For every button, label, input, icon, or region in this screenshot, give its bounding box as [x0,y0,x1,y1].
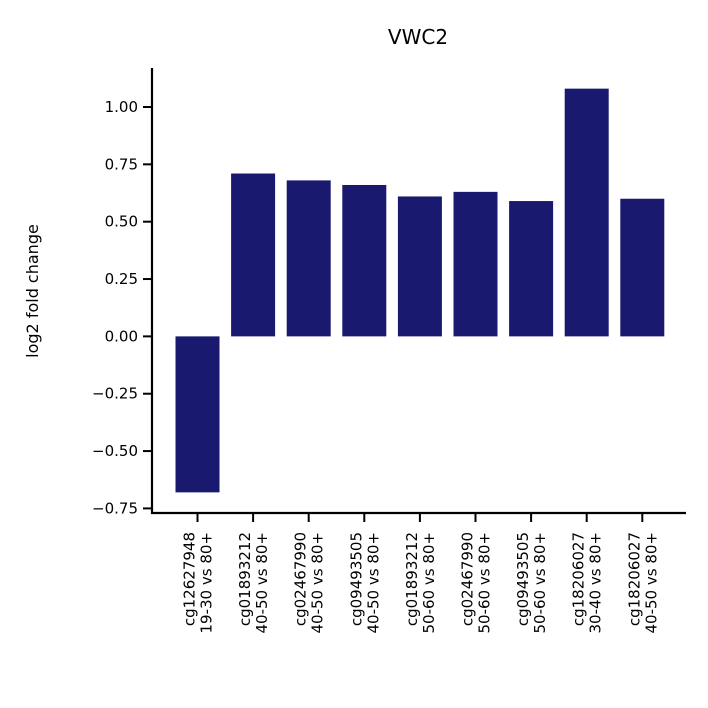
x-tick-label-line: 40-50 vs 80+ [642,532,660,633]
x-tick-label: cg02467990 50-60 vs 80+ [459,532,494,633]
bar [453,191,498,337]
bar [564,88,609,337]
y-tick-label: −0.75 [92,499,138,517]
x-tick-label: cg12627948 19-30 vs 80+ [181,532,216,633]
x-tick-label-line: 40-50 vs 80+ [253,532,271,633]
x-tick-label: cg01893212 40-50 vs 80+ [236,532,271,633]
x-tick-label-line: cg01893212 [403,532,421,626]
x-tick-label-line: cg12627948 [181,532,199,626]
bar [175,336,220,493]
y-tick-label: 0.00 [105,327,138,345]
x-tick-label-line: cg09493505 [347,532,365,626]
y-tick-label: 0.50 [105,213,138,231]
bar [397,196,442,337]
bar [509,201,554,337]
x-tick-label-line: cg18206027 [625,532,643,626]
x-tick-label: cg18206027 40-50 vs 80+ [625,532,660,633]
x-tick-label: cg09493505 40-50 vs 80+ [347,532,382,633]
chart-title: VWC2 [388,25,448,49]
bar [231,173,276,337]
x-tick-label-line: 40-50 vs 80+ [309,532,327,633]
x-tick-label-line: cg18206027 [570,532,588,626]
x-tick-label-line: 40-50 vs 80+ [364,532,382,633]
bars-group [175,88,665,493]
bar [286,180,331,337]
x-axis: cg12627948 19-30 vs 80+ cg01893212 40-50 vs… [151,511,686,633]
y-tick-label: 1.00 [105,98,138,116]
y-tick-label: −0.25 [92,385,138,403]
y-axis: −0.75 −0.50 −0.25 0.00 0.25 0.50 0.75 1.00 [92,68,154,517]
x-tick-label-line: cg01893212 [236,532,254,626]
bar [342,184,387,337]
x-tick-label-line: 50-60 vs 80+ [476,532,494,633]
y-tick-label: −0.50 [92,442,138,460]
bar [620,198,665,337]
x-tick-label: cg09493505 50-60 vs 80+ [514,532,549,633]
x-tick-label-line: 30-40 vs 80+ [587,532,605,633]
x-tick-label-line: 50-60 vs 80+ [420,532,438,633]
x-tick-label-line: cg02467990 [459,532,477,626]
y-tick-label: 0.25 [105,270,138,288]
x-tick-label-line: cg09493505 [514,532,532,626]
y-axis-label: log2 fold change [23,224,42,358]
x-tick-label: cg02467990 40-50 vs 80+ [292,532,327,633]
y-tick-label: 0.75 [105,155,138,173]
x-tick-label-line: cg02467990 [292,532,310,626]
x-tick-label: cg01893212 50-60 vs 80+ [403,532,438,633]
x-tick-label-line: 19-30 vs 80+ [198,532,216,633]
x-tick-label-line: 50-60 vs 80+ [531,532,549,633]
x-tick-label: cg18206027 30-40 vs 80+ [570,532,605,633]
